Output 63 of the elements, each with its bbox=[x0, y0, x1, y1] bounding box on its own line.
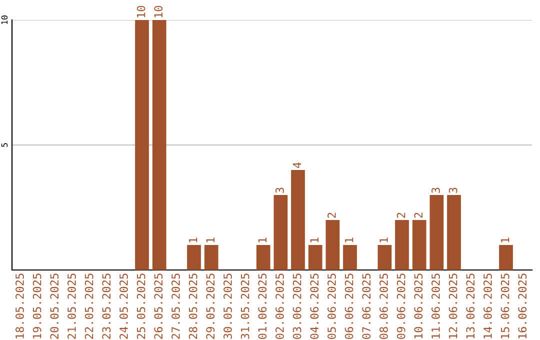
x-tick-label: 30.05.2025 bbox=[224, 274, 232, 339]
x-tick-label: 01.06.2025 bbox=[258, 274, 267, 339]
x-tick-label: 14.06.2025 bbox=[484, 274, 492, 338]
data-label: 1 bbox=[258, 238, 266, 242]
x-tick-label: 16.06.2025 bbox=[518, 274, 527, 338]
bar bbox=[256, 245, 270, 270]
bar bbox=[499, 245, 513, 270]
data-label: 1 bbox=[344, 238, 354, 242]
bar bbox=[412, 220, 426, 270]
bar bbox=[274, 195, 288, 270]
data-label: 4 bbox=[292, 162, 302, 168]
x-tick-label: 23.05.2025 bbox=[102, 274, 111, 339]
x-tick-label: 04.06.2025 bbox=[310, 274, 319, 339]
data-label: 10 bbox=[154, 6, 163, 18]
bar bbox=[343, 245, 357, 270]
bar bbox=[308, 245, 322, 270]
data-label: 1 bbox=[380, 238, 388, 242]
x-tick-label: 26.05.2025 bbox=[154, 274, 163, 339]
data-label: 3 bbox=[432, 188, 440, 193]
x-tick-label: 12.06.2025 bbox=[448, 274, 458, 338]
bar bbox=[187, 245, 201, 270]
x-tick-label: 06.06.2025 bbox=[344, 274, 354, 339]
data-label: 3 bbox=[276, 188, 284, 193]
bar bbox=[291, 170, 305, 270]
x-tick-label: 22.05.2025 bbox=[84, 274, 94, 339]
x-tick-label: 19.05.2025 bbox=[32, 274, 42, 338]
bar bbox=[430, 195, 444, 270]
data-label: 1 bbox=[206, 238, 214, 242]
x-tick-label: 03.06.2025 bbox=[292, 274, 302, 339]
bar bbox=[378, 245, 392, 270]
bar bbox=[447, 195, 461, 270]
x-tick-label: 02.06.2025 bbox=[276, 274, 284, 339]
bar bbox=[135, 20, 149, 270]
x-tick-label: 28.05.2025 bbox=[188, 274, 198, 339]
data-label: 1 bbox=[188, 238, 198, 242]
x-tick-label: 18.05.2025 bbox=[16, 274, 24, 338]
data-label: 10 bbox=[136, 6, 146, 18]
x-tick-label: 31.05.2025 bbox=[240, 274, 250, 339]
x-tick-label: 10.06.2025 bbox=[414, 274, 423, 338]
x-tick-label: 08.06.2025 bbox=[380, 274, 388, 339]
x-tick-label: 07.06.2025 bbox=[362, 274, 371, 339]
x-tick-label: 21.05.2025 bbox=[68, 274, 76, 339]
bar bbox=[152, 20, 166, 270]
data-label: 2 bbox=[328, 212, 336, 218]
data-label: 1 bbox=[500, 238, 510, 242]
x-tick-label: 05.06.2025 bbox=[328, 274, 336, 339]
data-label: 2 bbox=[414, 212, 422, 218]
bar bbox=[326, 220, 340, 270]
data-label: 1 bbox=[310, 238, 318, 242]
x-tick-label: 11.06.2025 bbox=[432, 274, 440, 338]
x-tick-label: 20.05.2025 bbox=[50, 274, 59, 339]
x-tick-label: 29.05.2025 bbox=[206, 274, 215, 339]
bar bbox=[395, 220, 409, 270]
x-tick-label: 15.06.2025 bbox=[500, 274, 510, 338]
x-tick-label: 25.05.2025 bbox=[136, 274, 146, 339]
y-tick-label: 5 bbox=[1, 143, 8, 147]
x-tick-label: 27.05.2025 bbox=[172, 274, 180, 339]
x-tick-label: 13.06.2025 bbox=[466, 274, 475, 338]
x-tick-label: 24.05.2025 bbox=[120, 274, 128, 339]
x-tick-label: 09.06.2025 bbox=[396, 274, 406, 339]
bar bbox=[204, 245, 218, 270]
data-label: 2 bbox=[396, 212, 406, 218]
data-label: 3 bbox=[448, 188, 458, 193]
